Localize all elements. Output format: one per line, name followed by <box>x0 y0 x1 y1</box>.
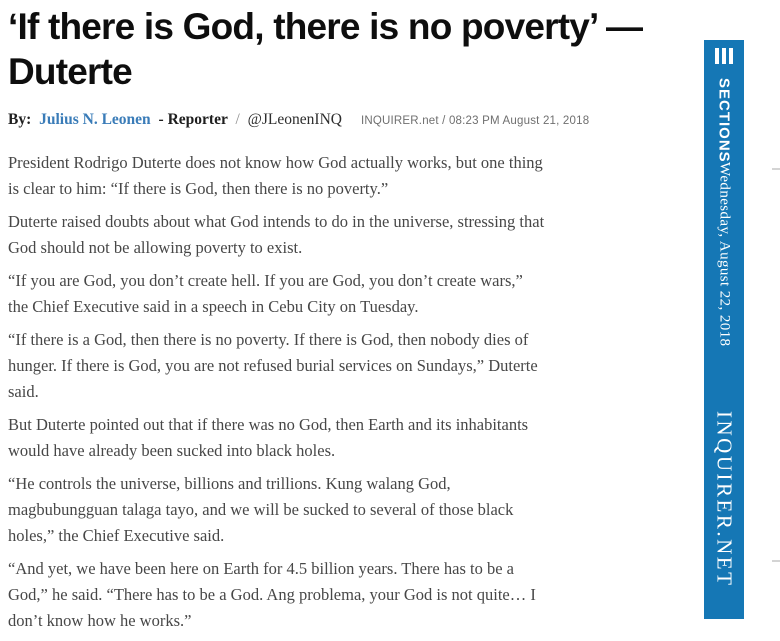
article-paragraph: But Duterte pointed out that if there wa… <box>8 415 529 460</box>
sections-button[interactable]: SECTIONS <box>715 78 733 163</box>
byline-role: - Reporter <box>158 111 228 128</box>
headline-line1: ‘If there is God, there is no poverty’ — <box>8 6 643 47</box>
headline-line2: Duterte <box>8 51 133 92</box>
article-paragraph: “And yet, we have been here on Earth for… <box>8 559 536 630</box>
article-paragraph: “If you are God, you don’t create hell. … <box>8 271 523 316</box>
article-paragraph: President Rodrigo Duterte does not know … <box>8 153 543 198</box>
sidebar-date: Wednesday, August 22, 2018 <box>716 162 733 347</box>
twitter-handle-link[interactable]: @JLeonenINQ <box>247 111 342 128</box>
byline-row: By: Julius N. Leonen - Reporter / @JLeon… <box>8 111 708 129</box>
sidebar-brand-link[interactable]: INQUIRER.NET <box>712 411 737 588</box>
scrollbar-marker <box>772 168 780 170</box>
article-paragraph: “If there is a God, then there is no pov… <box>8 330 538 401</box>
headline: ‘If there is God, there is no poverty’ —… <box>8 4 708 94</box>
byline-separator: / <box>235 111 240 128</box>
article-paragraph: Duterte raised doubts about what God int… <box>8 212 545 257</box>
byline: By: Julius N. Leonen - Reporter / @JLeon… <box>8 111 342 129</box>
source-timestamp: INQUIRER.net / 08:23 PM August 21, 2018 <box>360 115 590 127</box>
hamburger-menu-icon[interactable] <box>715 48 733 64</box>
byline-prefix: By: <box>8 111 32 128</box>
sections-sidebar: SECTIONS Wednesday, August 22, 2018 INQU… <box>704 40 744 619</box>
scrollbar-marker <box>772 560 780 562</box>
article-paragraph: “He controls the universe, billions and … <box>8 474 514 545</box>
article: ‘If there is God, there is no poverty’ —… <box>8 0 708 641</box>
article-body: President Rodrigo Duterte does not know … <box>8 150 545 634</box>
author-link[interactable]: Julius N. Leonen <box>39 111 151 128</box>
